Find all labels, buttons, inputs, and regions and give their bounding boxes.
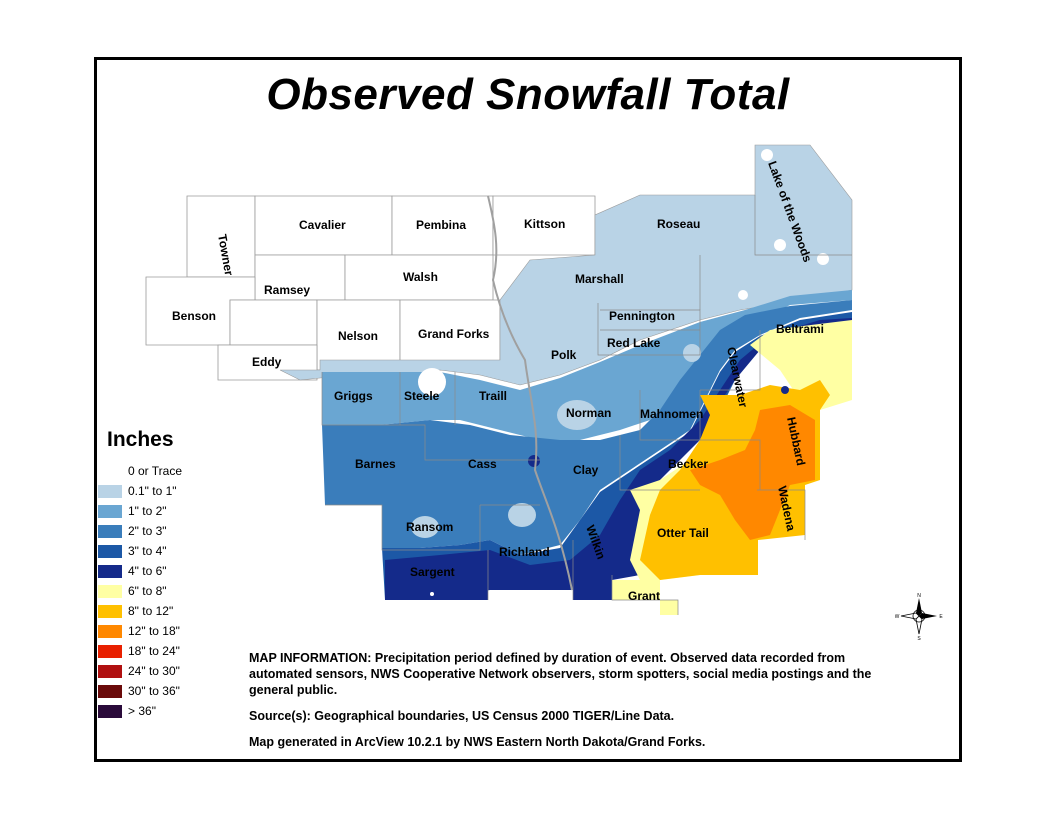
compass-e: E	[939, 614, 943, 620]
legend-label: 24" to 30"	[128, 664, 180, 678]
compass-s: S	[917, 636, 921, 640]
legend-title: Inches	[107, 428, 174, 451]
compass-n: N	[917, 593, 921, 599]
county-label: Cass	[468, 457, 497, 471]
legend-label: 0 or Trace	[128, 464, 183, 478]
county-label: Kittson	[524, 217, 565, 231]
generated-text: Map generated in ArcView 10.2.1 by NWS E…	[249, 735, 706, 749]
legend-swatch	[98, 524, 122, 538]
county-label: Pembina	[416, 218, 466, 232]
legend-item: 0 or Trace	[98, 464, 182, 478]
map-title: Observed Snowfall Total	[266, 70, 790, 119]
county-label: Becker	[668, 457, 708, 471]
county-label: Nelson	[338, 329, 378, 343]
county-label: Barnes	[355, 457, 396, 471]
legend-swatch	[98, 564, 122, 578]
legend-swatch	[98, 584, 122, 598]
county-label: Otter Tail	[657, 526, 709, 540]
legend-label: 4" to 6"	[128, 564, 167, 578]
legend-label: 18" to 24"	[128, 644, 180, 658]
legend-swatch	[98, 464, 122, 478]
county-label: Pennington	[609, 309, 675, 323]
legend-item: 2" to 3"	[98, 524, 167, 538]
legend-label: 8" to 12"	[128, 604, 174, 618]
legend-swatch	[98, 484, 122, 498]
compass-w: W	[895, 614, 900, 620]
county-label: Cavalier	[299, 218, 346, 232]
legend-swatch	[98, 664, 122, 678]
legend-item: 12" to 18"	[98, 624, 180, 638]
county-label: Ramsey	[264, 283, 310, 297]
legend-item: 6" to 8"	[98, 584, 167, 598]
county-label: Griggs	[334, 389, 373, 403]
legend-item: 18" to 24"	[98, 644, 180, 658]
county-label: Traill	[479, 389, 507, 403]
county-label: Grant	[628, 589, 660, 603]
white-area	[145, 195, 596, 381]
county-label: Beltrami	[776, 322, 824, 336]
white-spots	[418, 149, 829, 596]
legend-swatch	[98, 604, 122, 618]
legend-label: 1" to 2"	[128, 504, 167, 518]
map-info: MAP INFORMATION: Precipitation period de…	[249, 650, 889, 760]
county-label: Polk	[551, 348, 577, 362]
county-label: Ransom	[406, 520, 453, 534]
legend-swatch	[98, 544, 122, 558]
legend-swatch	[98, 644, 122, 658]
snow-0.1-1-area	[279, 144, 853, 386]
legend-item: 24" to 30"	[98, 664, 180, 678]
legend-label: 3" to 4"	[128, 544, 167, 558]
county-label: Clay	[573, 463, 599, 477]
county-label: Marshall	[575, 272, 624, 286]
county-borders	[321, 195, 852, 615]
county-label: Walsh	[403, 270, 438, 284]
legend-label: 12" to 18"	[128, 624, 180, 638]
legend-item: > 36"	[98, 704, 156, 718]
county-label: Richland	[499, 545, 550, 559]
compass-rose-icon: N S E W	[895, 593, 943, 640]
legend-label: 30" to 36"	[128, 684, 180, 698]
legend-item: 0.1" to 1"	[98, 484, 177, 498]
legend-item: 1" to 2"	[98, 504, 167, 518]
map-information-text: MAP INFORMATION: Precipitation period de…	[249, 651, 872, 697]
legend-label: 2" to 3"	[128, 524, 167, 538]
county-label: Red Lake	[607, 336, 661, 350]
county-label: Sargent	[410, 565, 455, 579]
sources-text: Source(s): Geographical boundaries, US C…	[249, 709, 675, 723]
light-spots	[411, 344, 701, 538]
snow-1-2-area	[322, 290, 852, 440]
snow-4-6-area	[385, 318, 852, 600]
county-label: Eddy	[252, 355, 282, 369]
county-label: Benson	[172, 309, 216, 323]
legend-label: > 36"	[128, 704, 156, 718]
county-label: Roseau	[657, 217, 700, 231]
legend-item: 30" to 36"	[98, 684, 180, 698]
county-label: Grand Forks	[418, 327, 490, 341]
red-river	[487, 195, 573, 591]
legend-swatch	[98, 704, 122, 718]
legend-swatch	[98, 504, 122, 518]
legend-swatch	[98, 624, 122, 638]
legend-swatch	[98, 684, 122, 698]
county-label: Steele	[404, 389, 440, 403]
legend-item: 4" to 6"	[98, 564, 167, 578]
legend-item: 3" to 4"	[98, 544, 167, 558]
legend-item: 8" to 12"	[98, 604, 173, 618]
legend-label: 0.1" to 1"	[128, 484, 177, 498]
snow-12-18-area	[690, 405, 815, 540]
legend-label: 6" to 8"	[128, 584, 167, 598]
snow-2-3-area	[322, 300, 852, 555]
county-label: Mahnomen	[640, 407, 703, 421]
county-label: Norman	[566, 406, 611, 420]
